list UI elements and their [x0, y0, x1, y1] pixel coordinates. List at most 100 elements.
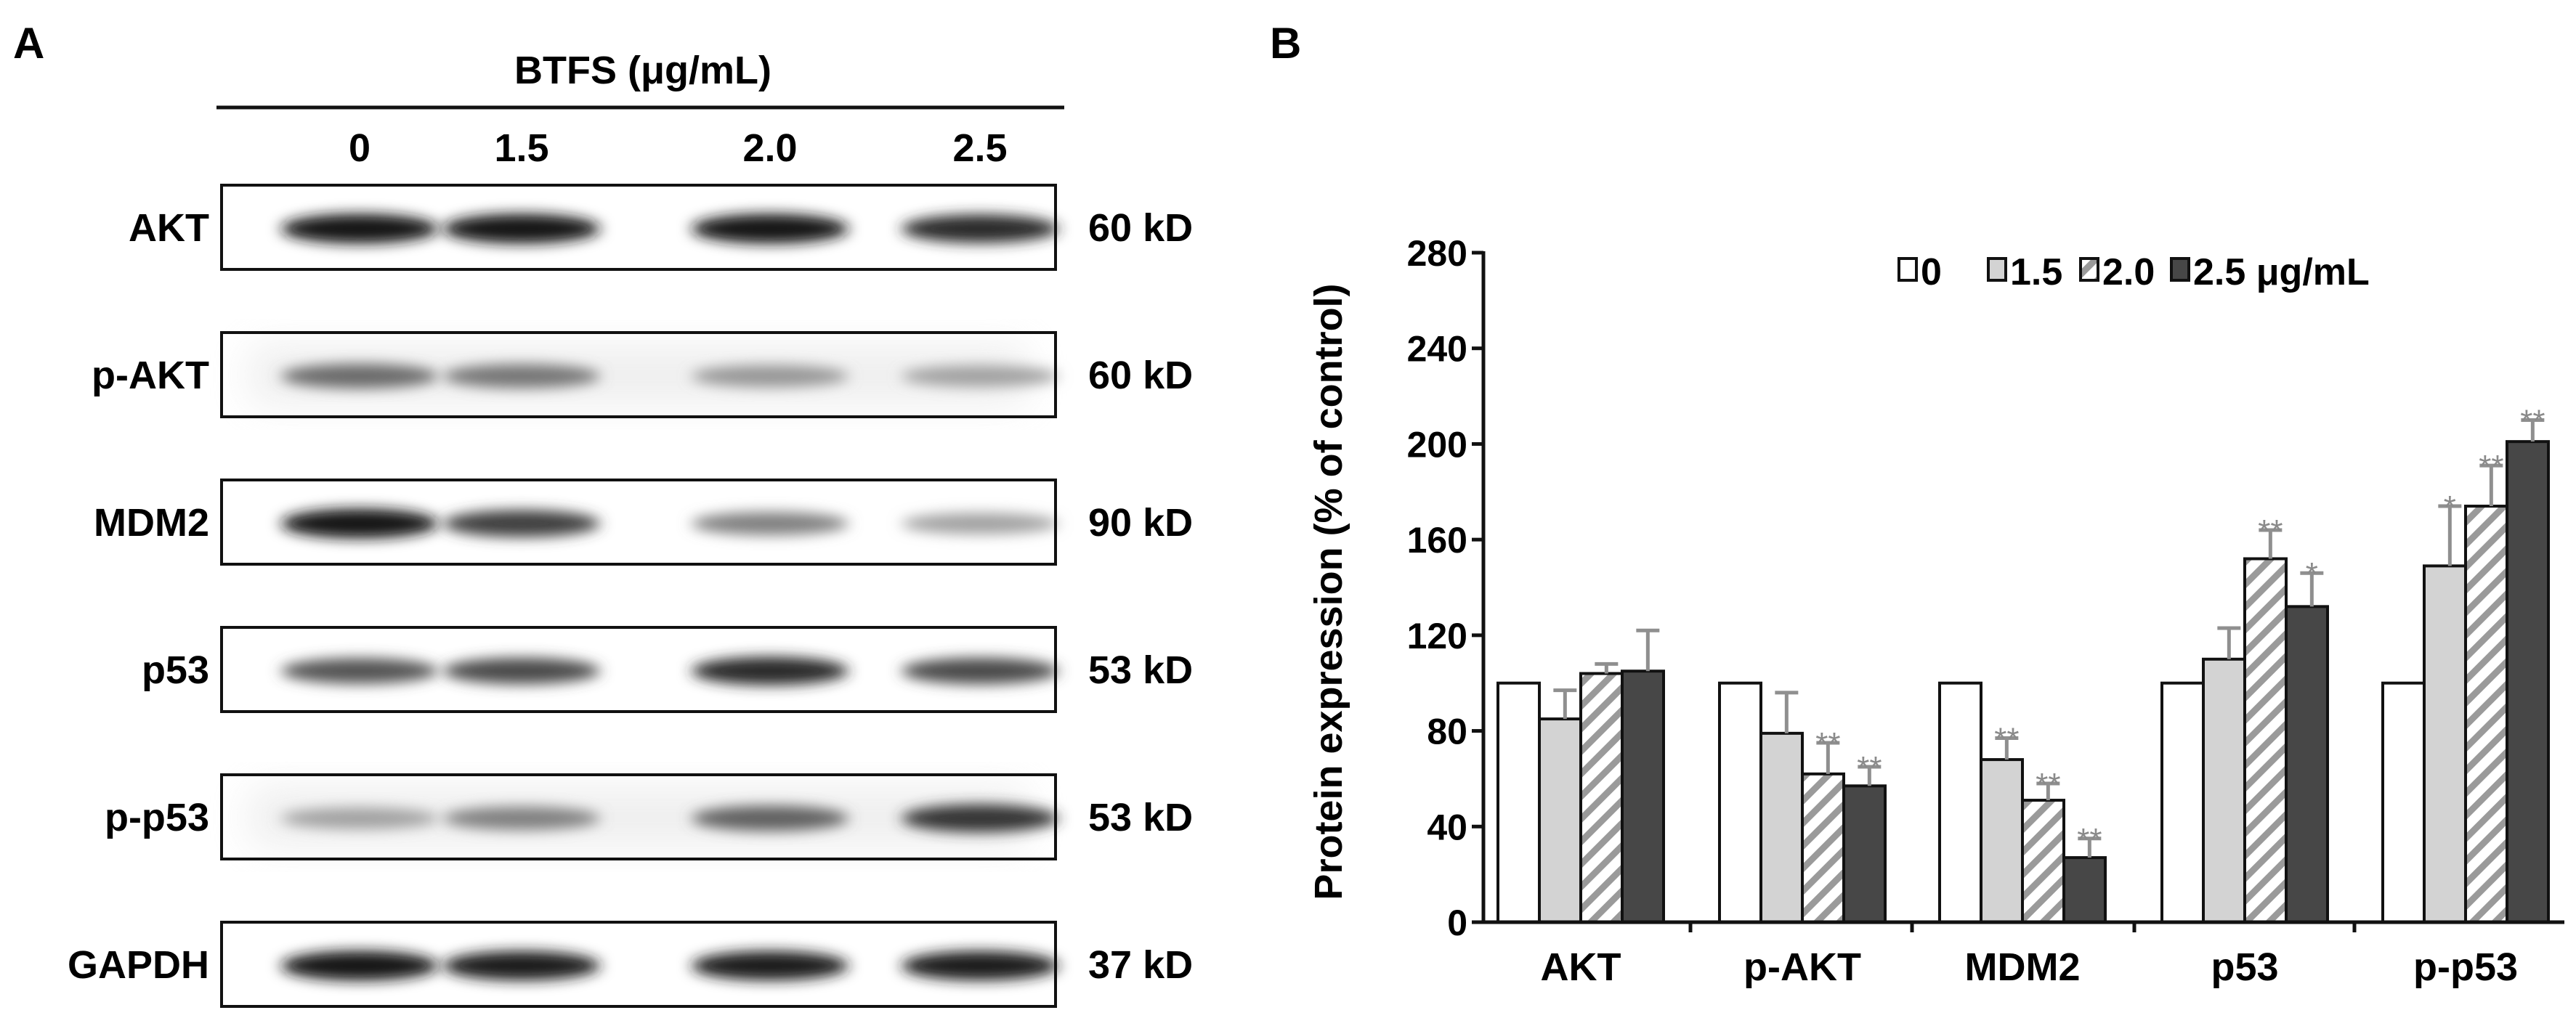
concentration-label: 1.5: [494, 126, 548, 170]
blot-band: [692, 511, 848, 536]
molecular-weight-label: 37 kD: [1088, 943, 1193, 987]
blot-band: [443, 657, 600, 685]
bar: [1496, 681, 1541, 924]
concentration-label: 2.0: [742, 126, 797, 170]
concentration-label: 0: [349, 126, 370, 170]
panel-b-label: B: [1270, 19, 1301, 68]
blot-frame: [220, 331, 1057, 418]
bar: [2160, 681, 2205, 924]
blot-band: [902, 804, 1058, 833]
chart-axes: 0 40 80 120 160 200 240 280 AKT p-AKT MDM2 p53 p-p53: [1407, 233, 2564, 989]
blot-row: GAPDH 37 kD: [68, 921, 1193, 1008]
blot-band: [281, 950, 438, 981]
molecular-weight-label: 53 kD: [1088, 648, 1193, 692]
treatment-header: BTFS (μg/mL): [514, 49, 771, 92]
legend-label: 1.5: [2010, 251, 2062, 293]
bar: [2243, 557, 2288, 924]
y-tick-label: 200: [1407, 424, 1467, 465]
blot-rows: AKT 60 kD p-AKT 60 kD MDM2 90 kD p53 53 kD p-p53…: [68, 184, 1193, 1008]
legend-label: 2.0: [2102, 251, 2155, 293]
blot-band: [443, 213, 600, 244]
concentration-labels: 0 1.5 2.0 2.5: [349, 126, 1008, 170]
bar: [1801, 772, 1845, 924]
panel-a-label: A: [13, 19, 44, 68]
blot-frame: [220, 184, 1057, 271]
blot-band: [692, 365, 848, 388]
blot-band: [692, 213, 848, 244]
bar: [1579, 672, 1624, 924]
blot-frame: [220, 773, 1057, 860]
y-axis-title: Protein expression (% of control): [1307, 283, 1350, 900]
y-tick-label: 120: [1407, 616, 1467, 656]
significance-marker: **: [1857, 750, 1882, 786]
legend-label: 2.5 μg/mL: [2193, 251, 2370, 293]
significance-markers: ******************: [1815, 404, 2545, 858]
y-tick-label: 0: [1447, 903, 1467, 943]
protein-label: p-AKT: [92, 354, 209, 397]
blot-band: [902, 657, 1058, 685]
y-tick-label: 40: [1427, 807, 1467, 847]
legend-swatch: [2170, 257, 2190, 282]
significance-marker: **: [2077, 822, 2102, 858]
x-category-label: p-AKT: [1743, 945, 1861, 989]
blot-row: MDM2 90 kD: [94, 479, 1193, 566]
x-category-label: MDM2: [1965, 945, 2081, 989]
blot-band: [443, 950, 600, 981]
significance-marker: **: [2479, 449, 2503, 484]
western-blot-panel: BTFS (μg/mL) 0 1.5 2.0 2.5 AKT 60 kD p-AKT 60 …: [68, 49, 1193, 1008]
blot-band: [692, 656, 848, 685]
significance-marker: *: [2444, 489, 2456, 525]
blot-band: [692, 805, 848, 831]
significance-marker: **: [2520, 404, 2545, 439]
blot-row: p53 53 kD: [142, 626, 1193, 713]
blot-band: [902, 950, 1058, 981]
legend-swatch: [1897, 257, 1918, 282]
molecular-weight-label: 90 kD: [1088, 501, 1193, 545]
blot-band: [443, 364, 600, 388]
blot-band: [902, 365, 1058, 387]
molecular-weight-label: 60 kD: [1088, 206, 1193, 250]
blot-frame: [220, 626, 1057, 713]
bar: [1718, 681, 1762, 924]
bar: [2285, 605, 2329, 924]
blot-frame: [220, 921, 1057, 1008]
significance-marker: *: [2306, 556, 2318, 592]
bar: [2062, 856, 2107, 924]
significance-marker: **: [1815, 726, 1840, 762]
significance-marker: **: [1994, 721, 2019, 757]
y-tick-label: 80: [1427, 712, 1467, 752]
bars: [1496, 440, 2550, 924]
molecular-weight-label: 60 kD: [1088, 354, 1193, 397]
blot-row: AKT 60 kD: [129, 184, 1193, 271]
blot-row: p-p53 53 kD: [105, 773, 1193, 860]
protein-label: AKT: [129, 206, 209, 250]
bar: [2506, 440, 2550, 924]
bar-chart-panel: Protein expression (% of control) ******…: [1307, 233, 2564, 989]
blot-band: [443, 510, 600, 537]
legend-swatch: [2079, 257, 2099, 282]
blot-band: [902, 513, 1058, 534]
bar: [1621, 669, 1665, 924]
bar: [1759, 731, 1804, 924]
bar: [1980, 758, 2024, 924]
blot-frame: [220, 479, 1057, 566]
bar: [2423, 564, 2467, 924]
blot-band: [281, 658, 438, 684]
molecular-weight-label: 53 kD: [1088, 796, 1193, 839]
bar: [2021, 799, 2065, 924]
blot-band: [281, 213, 438, 244]
concentration-label: 2.5: [952, 126, 1007, 170]
blot-row: p-AKT 60 kD: [92, 331, 1193, 418]
blot-band: [281, 508, 438, 539]
bar: [1538, 717, 1582, 924]
legend-label: 0: [1921, 251, 1942, 293]
significance-marker: **: [2036, 767, 2060, 802]
y-tick-label: 160: [1407, 520, 1467, 561]
blot-band: [902, 214, 1058, 243]
significance-marker: **: [2258, 513, 2283, 549]
x-category-label: p53: [2211, 945, 2278, 989]
legend-swatch: [1987, 257, 2007, 282]
protein-label: p-p53: [105, 796, 209, 839]
x-category-label: p-p53: [2413, 945, 2518, 989]
